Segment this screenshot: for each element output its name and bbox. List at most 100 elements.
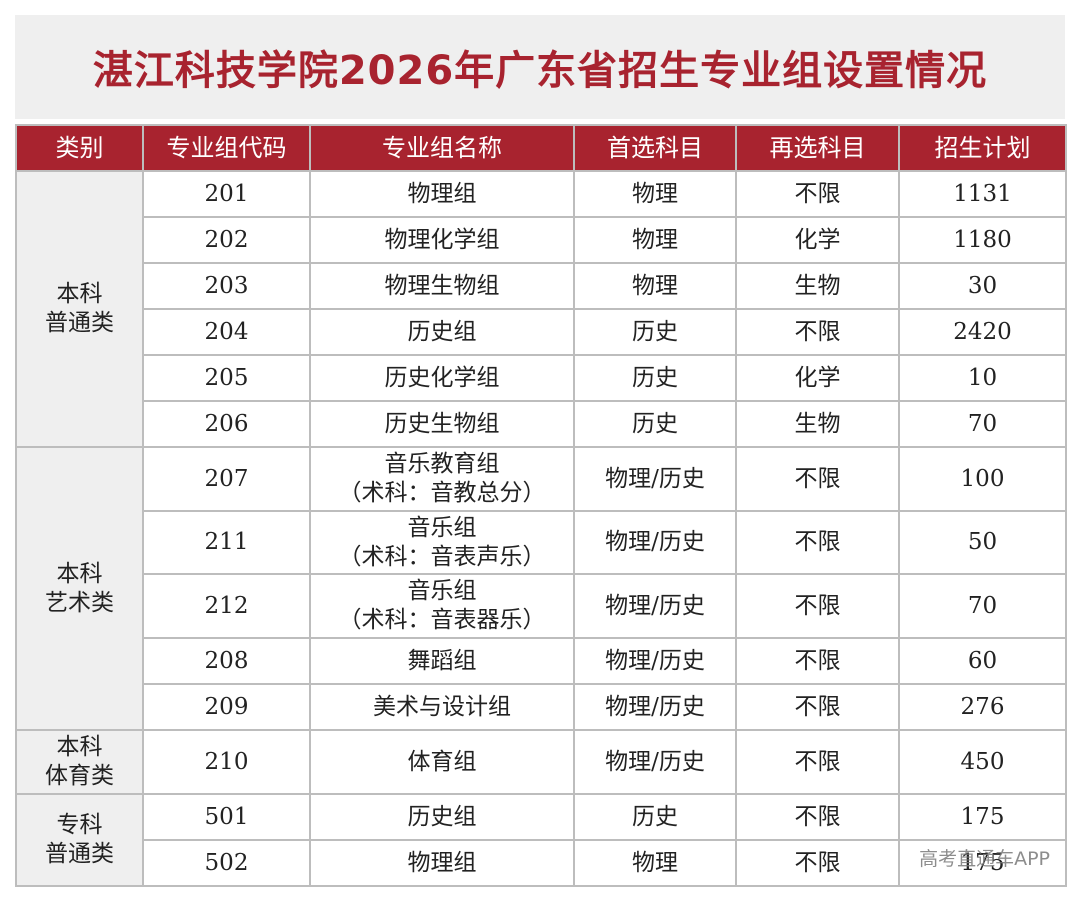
group-name: 历史生物组 [309, 400, 575, 448]
header-group-name: 专业组名称 [309, 124, 575, 172]
table-row: 203 物理生物组 物理 生物 30 [16, 262, 1067, 310]
header-first-subject: 首选科目 [573, 124, 737, 172]
title-band: 湛江科技学院2026年广东省招生专业组设置情况 [15, 15, 1065, 119]
table-row: 212 音乐组 （术科：音表器乐） 物理/历史 不限 70 [16, 573, 1067, 639]
group-code: 204 [142, 308, 311, 356]
second-subject: 生物 [735, 400, 900, 448]
group-code: 210 [142, 729, 311, 795]
second-subject: 不限 [735, 510, 900, 575]
first-subject: 物理/历史 [573, 446, 737, 512]
plan-count: 100 [898, 446, 1067, 512]
group-name: 历史组 [309, 793, 575, 841]
first-subject: 历史 [573, 308, 737, 356]
second-subject: 不限 [735, 308, 900, 356]
plan-count: 70 [898, 400, 1067, 448]
category-line2: 体育类 [45, 763, 114, 789]
header-category: 类别 [15, 124, 144, 172]
group-code: 205 [142, 354, 311, 402]
group-name: 物理组 [309, 839, 575, 887]
category-line1: 本科 [56, 560, 103, 587]
second-subject: 不限 [735, 446, 900, 512]
first-subject: 物理/历史 [573, 573, 737, 639]
table-row: 502 物理组 物理 不限 175 [16, 839, 1067, 887]
second-subject: 化学 [735, 216, 900, 264]
first-subject: 物理/历史 [573, 637, 737, 685]
table-row: 202 物理化学组 物理 化学 1180 [16, 216, 1067, 264]
group-name-line2: （术科：音表声乐） [338, 543, 546, 570]
plan-count: 60 [898, 637, 1067, 685]
first-subject: 物理 [573, 262, 737, 310]
header-plan: 招生计划 [898, 124, 1067, 172]
group-name: 音乐教育组 （术科：音教总分） [309, 446, 575, 512]
group-code: 207 [142, 446, 311, 512]
table-row: 206 历史生物组 历史 生物 70 [16, 400, 1067, 448]
second-subject: 不限 [735, 839, 900, 887]
first-subject: 物理/历史 [573, 729, 737, 795]
group-name: 音乐组 （术科：音表声乐） [309, 510, 575, 575]
group-name: 物理组 [309, 170, 575, 218]
header-second-subject: 再选科目 [735, 124, 900, 172]
category-cell: 本科 艺术类 [15, 446, 144, 731]
group-name-line2: （术科：音表器乐） [338, 607, 546, 633]
group-code: 501 [142, 793, 311, 841]
plan-count: 175 [898, 839, 1067, 887]
table-row: 211 音乐组 （术科：音表声乐） 物理/历史 不限 50 [16, 510, 1067, 575]
second-subject: 不限 [735, 573, 900, 639]
table-row: 204 历史组 历史 不限 2420 [16, 308, 1067, 356]
first-subject: 物理 [573, 170, 737, 218]
group-name: 体育组 [309, 729, 575, 795]
category-cell: 本科 体育类 [15, 729, 144, 795]
table-row: 209 美术与设计组 物理/历史 不限 276 [16, 683, 1067, 731]
group-name-line1: 音乐教育组 [384, 451, 500, 477]
category-line2: 普通类 [45, 310, 114, 336]
first-subject: 历史 [573, 400, 737, 448]
first-subject: 物理/历史 [573, 683, 737, 731]
watermark: 高考直通车APP [919, 848, 1050, 870]
plan-count: 450 [898, 729, 1067, 795]
second-subject: 化学 [735, 354, 900, 402]
table-row: 208 舞蹈组 物理/历史 不限 60 [16, 637, 1067, 685]
group-code: 209 [142, 683, 311, 731]
category-cell: 本科 普通类 [15, 170, 144, 448]
group-code: 203 [142, 262, 311, 310]
table-row: 专科 普通类 501 历史组 历史 不限 175 [15, 793, 1067, 887]
group-name: 物理生物组 [309, 262, 575, 310]
table-row: 本科 体育类 210 体育组 物理/历史 不限 450 [15, 729, 1067, 795]
table-header-row: 类别 专业组代码 专业组名称 首选科目 再选科目 招生计划 [15, 124, 1067, 172]
second-subject: 不限 [735, 637, 900, 685]
group-name: 美术与设计组 [309, 683, 575, 731]
plan-count: 50 [898, 510, 1067, 575]
header-group-code: 专业组代码 [142, 124, 311, 172]
second-subject: 不限 [735, 793, 900, 841]
first-subject: 物理/历史 [573, 510, 737, 575]
group-name-line1: 音乐组 [407, 514, 477, 541]
category-line2: 普通类 [45, 841, 114, 867]
category-line2: 艺术类 [45, 589, 114, 616]
category-line1: 本科 [56, 734, 103, 760]
group-name-line2: （术科：音教总分） [338, 480, 546, 506]
category-line1: 本科 [56, 281, 103, 307]
second-subject: 生物 [735, 262, 900, 310]
plan-count: 276 [898, 683, 1067, 731]
plan-count: 30 [898, 262, 1067, 310]
group-code: 502 [142, 839, 311, 887]
group-code: 206 [142, 400, 311, 448]
group-name-line1: 音乐组 [407, 578, 477, 604]
group-code: 202 [142, 216, 311, 264]
second-subject: 不限 [735, 729, 900, 795]
page-title: 湛江科技学院2026年广东省招生专业组设置情况 [92, 48, 988, 94]
first-subject: 物理 [573, 216, 737, 264]
plan-count: 175 [898, 793, 1067, 841]
group-name: 历史组 [309, 308, 575, 356]
first-subject: 历史 [573, 354, 737, 402]
group-code: 201 [142, 170, 311, 218]
table-row: 本科 艺术类 207 音乐教育组 （术科：音教总分） 物理/历史 不限 100 [15, 446, 1067, 731]
category-line1: 专科 [56, 812, 103, 838]
group-name: 舞蹈组 [309, 637, 575, 685]
table-row: 205 历史化学组 历史 化学 10 [16, 354, 1067, 402]
table-row: 本科 普通类 201 物理组 物理 不限 1131 [15, 170, 1067, 448]
plan-count: 1131 [898, 170, 1067, 218]
group-name: 音乐组 （术科：音表器乐） [309, 573, 575, 639]
first-subject: 历史 [573, 793, 737, 841]
category-cell: 专科 普通类 [15, 793, 144, 887]
